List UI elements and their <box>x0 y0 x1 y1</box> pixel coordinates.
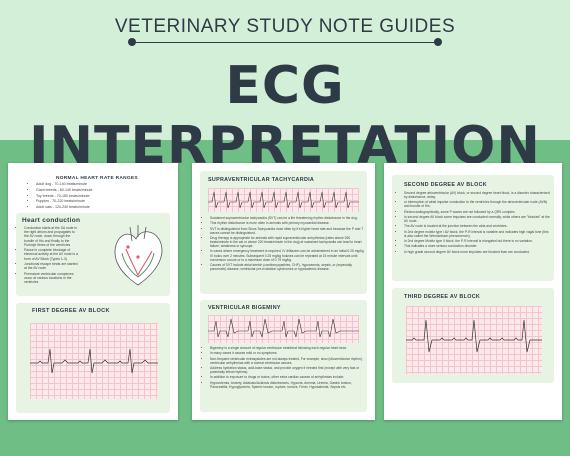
ecg-strip-third-degree <box>406 306 542 374</box>
list-item: Premature ventricular complexes occur at… <box>24 272 80 285</box>
normal-rates-title: Normal heart rate ranges <box>56 176 138 181</box>
header-band <box>0 0 570 140</box>
ecg-strip-bigeminy <box>208 315 359 343</box>
svt-box: Supraventricular Tachycardia Sustained s… <box>200 171 367 294</box>
second-degree-box: Second degree AV block Second degree atr… <box>392 175 554 281</box>
list-item: Sustained supraventricular tachycardia (… <box>210 216 364 220</box>
list-item: Electrocardiographically, some P waves a… <box>404 210 550 214</box>
subtitle-divider <box>130 42 440 43</box>
third-degree-box: Third degree AV block <box>392 288 554 383</box>
list-item: SVT is distinguished from Sinus Tachycar… <box>210 227 364 235</box>
note-page-2: Supraventricular Tachycardia Sustained s… <box>192 163 375 420</box>
list-item: or interruption of atrial impulse conduc… <box>404 200 550 208</box>
list-item: Second degree atrioventricular (AV) bloc… <box>404 191 550 199</box>
list-item: Junctional escape beats are started at t… <box>24 262 80 270</box>
list-item: Puppies - 70-220 beats/minute <box>36 199 170 204</box>
ecg-strip-first-degree <box>30 323 158 399</box>
list-item: In 2nd degree mobitz type I AV block, th… <box>404 230 550 238</box>
second-degree-notes: Second degree atrioventricular (AV) bloc… <box>398 191 550 255</box>
bigeminy-title: Ventricular Bigeminy <box>208 305 281 311</box>
list-item: Hypovolemia, Anxiety, Alkalosis/Acidosis… <box>210 381 364 389</box>
list-item: In many cases it causes mild or no sympt… <box>210 351 364 355</box>
divider-dot-right <box>434 38 442 46</box>
heart-anatomy-diagram <box>114 225 163 286</box>
list-item: Non-frequent ventricular extrasystoles a… <box>210 357 364 365</box>
list-item: Pause in complete blockage of electrical… <box>24 248 80 261</box>
third-degree-title: Third degree AV block <box>404 294 481 300</box>
list-item: Causes of SVT include atrial stretch (ca… <box>210 263 364 271</box>
list-item: In second degree AV block some impulses … <box>404 215 550 223</box>
list-item: In addition to exposure to drugs or toxi… <box>210 375 364 379</box>
list-item: Conduction starts at the SA node in the … <box>24 226 80 247</box>
note-page-1: Normal heart rate ranges Adult dog - 70-… <box>8 163 178 420</box>
svt-notes: Sustained supraventricular tachycardia (… <box>204 216 364 272</box>
list-item: Address hydration status, acid-base stat… <box>210 366 364 374</box>
heart-conduction-title: Heart conduction <box>22 217 81 224</box>
list-item: In 2nd degree Mobitz type II block, the … <box>404 239 550 243</box>
list-item: Toy breeds - 70-180 beats/minute <box>36 194 170 199</box>
bigeminy-box: Ventricular Bigeminy Bigeminy is a singl… <box>200 300 367 412</box>
page-title: ECG INTERPRETATION <box>29 56 541 176</box>
first-degree-title: First degree AV block <box>32 308 110 314</box>
heart-conduction-box: Heart conduction Conduction starts at th… <box>16 213 170 296</box>
list-item: In cases where emergency treatment is re… <box>210 249 364 261</box>
note-page-3: Second degree AV block Second degree atr… <box>384 163 562 420</box>
page-subtitle: VETERINARY STUDY NOTE GUIDES <box>114 16 456 37</box>
heart-conduction-list: Conduction starts at the SA node in the … <box>18 226 80 285</box>
normal-rates-list: Adult dog - 70-140 beats/minute Giant br… <box>30 182 170 211</box>
first-degree-box: First degree AV block <box>16 303 170 413</box>
list-item: In high grade second degree AV block mor… <box>404 250 550 254</box>
list-item: Adult cats - 120-240 beats/minute <box>36 205 170 210</box>
list-item: The AV node is located at the junction b… <box>404 224 550 228</box>
bigeminy-notes: Bigeminy is a single amount of regular v… <box>204 346 364 390</box>
list-item: Giant breeds - 60-140 beats/minute <box>36 188 170 193</box>
list-item: Bigeminy is a single amount of regular v… <box>210 346 364 350</box>
list-item: Drug therapy is appropriate for animals … <box>210 236 364 248</box>
svt-title: Supraventricular Tachycardia <box>208 177 315 183</box>
list-item: Adult dog - 70-140 beats/minute <box>36 182 170 187</box>
second-degree-title: Second degree AV block <box>404 182 487 188</box>
list-item: This indicates a more serious conduction… <box>404 244 550 248</box>
ecg-strip-svt <box>208 188 359 212</box>
list-item: This rhythm disturbance is more often in… <box>210 221 364 225</box>
